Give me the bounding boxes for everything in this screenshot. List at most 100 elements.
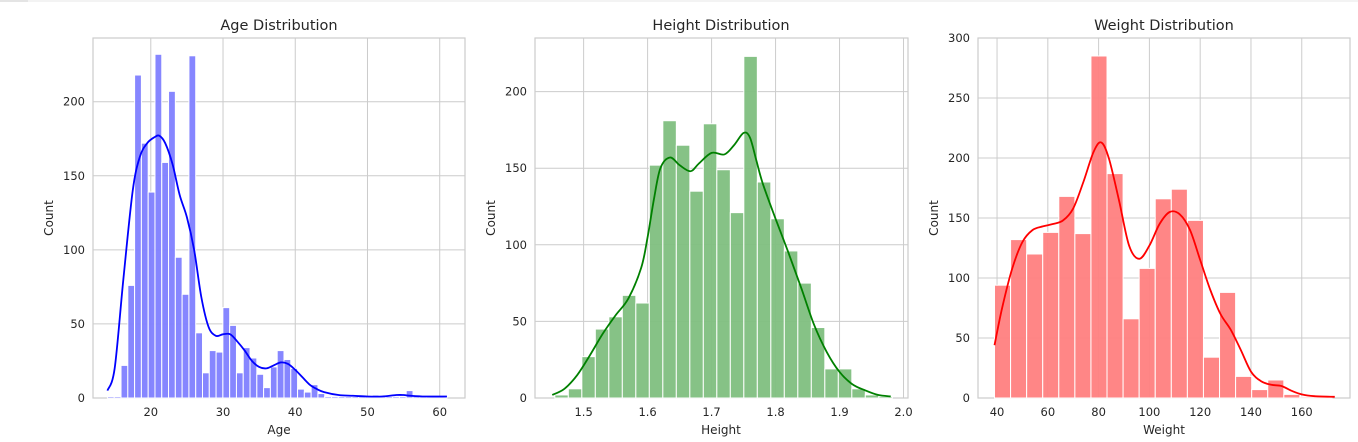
histogram-bar [567,388,583,399]
y-tick-label: 150 [948,211,970,225]
y-tick-label: 200 [63,95,85,109]
x-tick-label: 30 [216,405,231,419]
histogram-bar [1042,231,1060,399]
x-tick-label: 2.0 [894,405,912,419]
weight-distribution-chart: 40 60 80 100 120 140 160 0 50 100 150 200 250 300 We… [927,18,1351,437]
histogram-bar [729,212,745,399]
histogram-bar [174,256,183,399]
kde-curve [106,134,447,398]
histogram-bar [621,294,637,399]
x-tick-labels: 1.5 1.6 1.7 1.8 1.9 2.0 [574,405,912,419]
kde-curve [551,131,891,398]
histogram-bar [581,356,596,399]
y-tick-label: 300 [948,31,970,45]
histogram-bar [648,164,664,399]
y-tick-label: 50 [70,317,85,331]
histogram-bar [392,396,400,399]
histogram-bar [1090,55,1108,399]
histogram-bar [675,144,691,399]
y-tick-label: 100 [63,243,85,257]
histogram-bar [1219,291,1237,399]
chart-title: Height Distribution [652,18,789,34]
x-tick-label: 1.6 [638,405,656,419]
height-distribution-chart: 1.5 1.6 1.7 1.8 1.9 2.0 0 50 100 150 200 Height D… [484,18,913,437]
histogram-bar [743,55,758,399]
top-strip [0,0,1358,2]
histogram-bar [310,384,319,399]
x-tick-label: 40 [288,405,303,419]
histogram-bar [1058,195,1076,399]
histogram-bar [134,74,142,399]
x-axis-label: Weight [1143,423,1185,437]
histogram-bar [317,393,326,399]
histogram-bar [331,396,339,399]
histogram-bar [398,396,407,399]
x-axis-label: Age [267,423,290,437]
histogram-bars [994,55,1333,399]
x-tick-label: 60 [432,405,447,419]
histogram-bar [106,396,115,399]
histogram-bar [235,372,244,399]
y-tick-labels: 0 50 100 150 200 [505,85,527,405]
histogram-bar [405,390,414,399]
histogram-bar [1251,389,1269,399]
histogram-bar [756,181,772,399]
x-tick-label: 20 [143,405,158,419]
top-strip-tab [0,0,28,2]
x-tick-label: 140 [1240,405,1262,419]
histogram-bar [1138,267,1156,399]
y-axis-label: Count [42,200,56,236]
y-axis-label: Count [484,200,498,236]
histogram-bar [810,327,826,399]
y-tick-label: 100 [505,238,527,252]
histogram-bar [1026,253,1044,399]
y-tick-labels: 0 50 100 150 200 250 300 [948,31,970,405]
histogram-bar [208,350,217,399]
histogram-bar [229,324,237,399]
histogram-bar [554,394,569,399]
histogram-bar [851,388,866,399]
histogram-bar [120,364,129,399]
histogram-bar [195,332,204,399]
histogram-bar [290,367,299,399]
histogram-bar [222,307,231,399]
histogram-bar [297,388,305,399]
y-tick-label: 0 [78,391,85,405]
y-tick-label: 0 [520,391,527,405]
histogram-bar [770,218,785,399]
x-tick-label: 60 [1041,405,1056,419]
histogram-bar [1106,173,1124,399]
histogram-bar [1186,219,1204,399]
histogram-bar [1283,393,1301,399]
histogram-bar [662,120,677,399]
y-tick-label: 250 [948,91,970,105]
x-tick-label: 120 [1189,405,1211,419]
x-axis-label: Height [701,423,741,437]
histogram-bar [154,53,163,399]
x-tick-label: 80 [1091,405,1106,419]
x-tick-label: 1.9 [830,405,848,419]
kde-curve [993,141,1335,398]
histogram-bar [127,284,136,399]
histogram-bar [113,396,122,399]
histogram-bar [1122,318,1140,399]
x-tick-label: 160 [1291,405,1313,419]
x-tick-label: 1.5 [574,405,592,419]
x-tick-label: 1.8 [766,405,784,419]
y-tick-label: 50 [955,331,970,345]
histogram-bars [554,55,893,399]
histogram-bar [994,284,1012,399]
chart-title: Weight Distribution [1094,18,1234,34]
histogram-bar [716,169,731,399]
histogram-bar [202,372,210,399]
histogram-bar [256,373,265,399]
histogram-bar [635,302,650,399]
y-tick-label: 200 [505,85,527,99]
y-tick-label: 0 [963,391,970,405]
histogram-bar [269,366,278,399]
histogram-bar [1267,379,1285,399]
histogram-bar [168,90,176,399]
histogram-bar [303,391,312,399]
x-tick-label: 100 [1138,405,1160,419]
